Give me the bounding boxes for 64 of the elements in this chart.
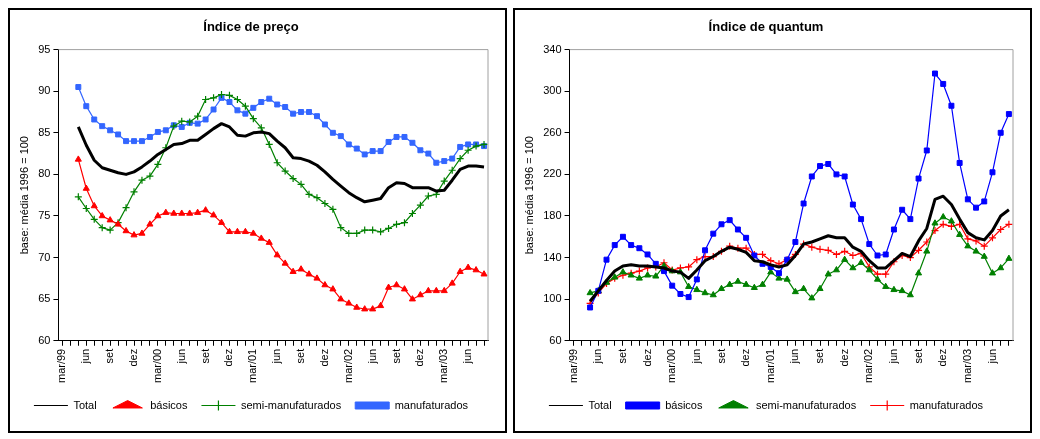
x-tick-label: jun [886, 348, 899, 365]
x-tick-label: mar/02 [341, 348, 354, 384]
y-tick-label: 85 [38, 125, 51, 138]
x-tick-label: jun [985, 348, 998, 365]
y-tick-label: 260 [543, 125, 562, 138]
y-tick-label: 340 [543, 42, 562, 55]
x-tick-label: set [103, 348, 116, 364]
y-tick-label: 75 [38, 209, 51, 222]
x-tick-label: jun [270, 348, 283, 365]
x-tick-label: mar/99 [566, 348, 579, 384]
x-tick-label: mar/01 [246, 348, 259, 384]
y-tick-label: 60 [38, 333, 51, 346]
y-axis-title: base: média 1996 = 100 [522, 136, 535, 255]
y-tick-label: 65 [38, 292, 51, 305]
legend-label: Total [588, 398, 612, 411]
y-tick-label: 220 [543, 167, 562, 180]
x-tick-label: jun [591, 348, 604, 365]
x-tick-label: jun [365, 348, 378, 365]
legend-label: manufaturados [909, 398, 984, 411]
x-tick-label: dez [640, 348, 653, 367]
x-tick-label: dez [936, 348, 949, 367]
x-tick-label: set [198, 348, 211, 364]
x-tick-label: set [813, 348, 826, 364]
x-tick-label: dez [317, 348, 330, 367]
legend-label: semi-manufaturados [755, 398, 857, 411]
y-tick-label: 60 [549, 333, 562, 346]
y-tick-label: 100 [543, 292, 562, 305]
y-tick-label: 140 [543, 250, 562, 263]
x-tick-label: set [294, 348, 307, 364]
chart-title: Índice de preço [203, 19, 299, 35]
x-tick-label: jun [174, 348, 187, 365]
x-tick-label: jun [461, 348, 474, 365]
x-tick-label: mar/00 [665, 348, 678, 384]
chart-title: Índice de quantum [708, 19, 824, 35]
x-tick-label: set [615, 348, 628, 364]
x-tick-label: jun [788, 348, 801, 365]
x-tick-label: set [911, 348, 924, 364]
x-tick-label: set [389, 348, 402, 364]
y-tick-label: 90 [38, 84, 51, 97]
x-tick-label: mar/03 [960, 348, 973, 384]
y-tick-label: 180 [543, 209, 562, 222]
y-tick-label: 70 [38, 250, 51, 263]
x-tick-label: mar/00 [150, 348, 163, 384]
legend-label: semi-manufaturados [240, 398, 342, 411]
x-tick-label: mar/03 [437, 348, 450, 384]
legend-label: básicos [665, 398, 703, 411]
y-tick-label: 300 [543, 84, 562, 97]
x-tick-label: mar/99 [55, 348, 68, 384]
y-tick-label: 95 [38, 42, 51, 55]
legend-label: manufaturados [394, 398, 469, 411]
x-tick-label: set [714, 348, 727, 364]
x-tick-label: dez [413, 348, 426, 367]
x-tick-label: jun [689, 348, 702, 365]
legend-label: Total [73, 398, 97, 411]
x-tick-label: jun [79, 348, 92, 365]
x-tick-label: dez [222, 348, 235, 367]
y-tick-label: 80 [38, 167, 51, 180]
x-tick-label: dez [837, 348, 850, 367]
x-tick-label: dez [127, 348, 140, 367]
x-tick-label: mar/01 [763, 348, 776, 384]
legend-label: básicos [150, 398, 188, 411]
x-tick-label: dez [739, 348, 752, 367]
y-axis-title: base: média 1996 = 100 [17, 136, 30, 255]
x-tick-label: mar/02 [862, 348, 875, 384]
